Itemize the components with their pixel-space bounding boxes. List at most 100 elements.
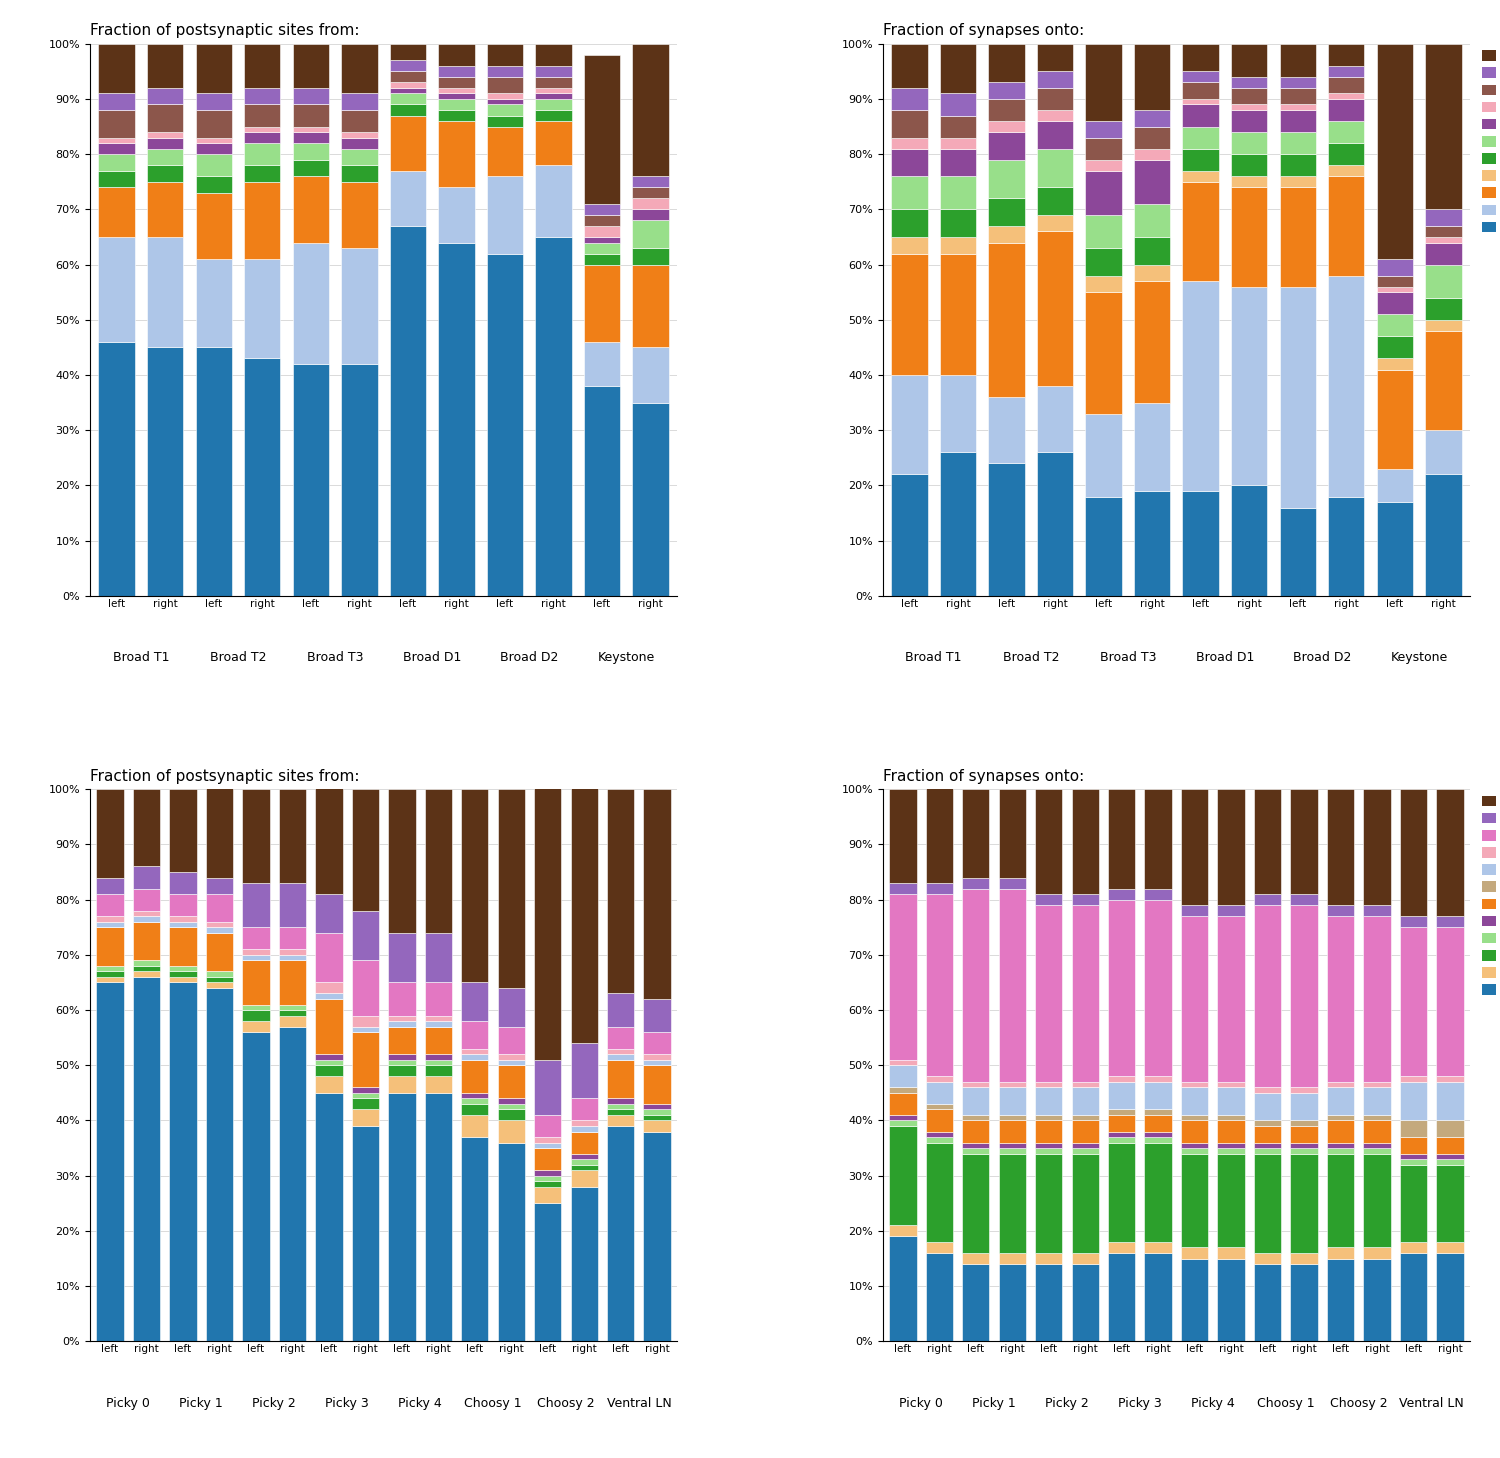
- Bar: [988, 133, 1024, 160]
- Bar: [1218, 1082, 1245, 1088]
- Bar: [279, 1010, 306, 1016]
- Bar: [1182, 44, 1219, 71]
- Bar: [1400, 1137, 1426, 1153]
- Bar: [279, 1026, 306, 1341]
- Bar: [534, 1115, 561, 1137]
- Bar: [206, 977, 232, 983]
- Bar: [498, 1098, 525, 1104]
- Bar: [460, 1098, 489, 1104]
- Bar: [1232, 133, 1268, 155]
- Bar: [1254, 1088, 1281, 1094]
- Bar: [534, 1175, 561, 1181]
- Bar: [340, 182, 378, 248]
- Bar: [1328, 121, 1365, 143]
- Bar: [486, 127, 524, 176]
- Bar: [570, 1121, 598, 1126]
- Bar: [460, 1094, 489, 1098]
- Bar: [962, 1153, 990, 1252]
- Bar: [1134, 109, 1170, 127]
- Bar: [926, 1143, 952, 1242]
- Bar: [292, 127, 328, 133]
- Bar: [292, 176, 328, 242]
- Bar: [633, 198, 669, 210]
- Bar: [1400, 789, 1426, 916]
- Bar: [388, 1054, 416, 1060]
- Bar: [1035, 789, 1062, 894]
- Bar: [438, 93, 474, 99]
- Bar: [96, 916, 123, 921]
- Bar: [315, 1094, 342, 1341]
- Text: Fraction of synapses onto:: Fraction of synapses onto:: [884, 23, 1084, 38]
- Bar: [999, 1115, 1026, 1121]
- Text: Picky 1: Picky 1: [972, 1397, 1016, 1410]
- Text: Keystone: Keystone: [597, 652, 656, 665]
- Bar: [1144, 1082, 1172, 1110]
- Bar: [962, 888, 990, 1082]
- Bar: [988, 397, 1024, 464]
- Bar: [438, 121, 474, 187]
- Bar: [292, 44, 328, 87]
- Text: Picky 0: Picky 0: [106, 1397, 150, 1410]
- Bar: [244, 87, 280, 105]
- Text: Broad T1: Broad T1: [906, 652, 962, 665]
- Bar: [1400, 927, 1426, 1076]
- Bar: [486, 93, 524, 99]
- Bar: [244, 44, 280, 87]
- Bar: [1328, 276, 1365, 497]
- Bar: [96, 878, 123, 894]
- Bar: [1182, 127, 1219, 149]
- Bar: [1108, 1115, 1136, 1131]
- Bar: [170, 977, 196, 983]
- Bar: [1108, 1252, 1136, 1341]
- Bar: [1036, 121, 1074, 149]
- Bar: [1108, 888, 1136, 900]
- Bar: [1071, 1082, 1100, 1088]
- Bar: [1035, 1115, 1062, 1121]
- Bar: [608, 789, 634, 993]
- Bar: [147, 133, 183, 137]
- Bar: [570, 739, 598, 1042]
- Bar: [633, 210, 669, 220]
- Bar: [1071, 1147, 1100, 1153]
- Bar: [1035, 1252, 1062, 1264]
- Bar: [1377, 292, 1413, 315]
- Bar: [926, 1076, 952, 1082]
- Bar: [608, 993, 634, 1026]
- Bar: [1290, 1088, 1317, 1094]
- Bar: [1180, 1147, 1209, 1153]
- Bar: [1377, 276, 1413, 287]
- Bar: [424, 933, 451, 983]
- Bar: [608, 1060, 634, 1098]
- Bar: [1086, 121, 1122, 137]
- Bar: [962, 1121, 990, 1143]
- Bar: [534, 1187, 561, 1203]
- Bar: [1134, 264, 1170, 281]
- Bar: [1232, 187, 1268, 287]
- Bar: [1254, 1252, 1281, 1264]
- Bar: [999, 1147, 1026, 1153]
- Bar: [1437, 1137, 1464, 1153]
- Bar: [962, 878, 990, 888]
- Bar: [1108, 1242, 1136, 1252]
- Text: Broad D1: Broad D1: [404, 652, 462, 665]
- Bar: [1035, 1082, 1062, 1088]
- Text: Picky 2: Picky 2: [1046, 1397, 1089, 1410]
- Bar: [1036, 232, 1074, 386]
- Bar: [1218, 1153, 1245, 1248]
- Bar: [926, 783, 952, 884]
- Bar: [438, 242, 474, 596]
- Bar: [147, 137, 183, 149]
- Bar: [96, 894, 123, 916]
- Bar: [134, 965, 160, 971]
- Bar: [1144, 789, 1172, 888]
- Bar: [388, 983, 416, 1016]
- Bar: [890, 1225, 916, 1236]
- Bar: [534, 1181, 561, 1187]
- Bar: [195, 93, 232, 109]
- Bar: [1425, 226, 1461, 238]
- Bar: [486, 176, 524, 254]
- Bar: [926, 1131, 952, 1137]
- Bar: [926, 1110, 952, 1131]
- Bar: [570, 1171, 598, 1187]
- Bar: [1086, 44, 1122, 121]
